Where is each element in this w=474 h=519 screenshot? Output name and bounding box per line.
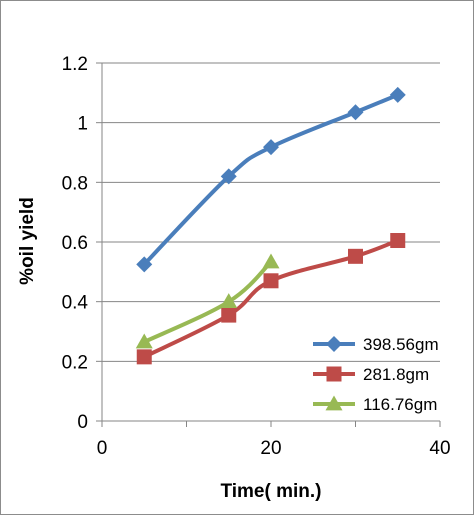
- series-1-point-3: [348, 248, 363, 264]
- legend-label-0: 398.56gm: [363, 335, 439, 354]
- gridlines: [102, 62, 440, 362]
- series-1-point-1: [221, 307, 237, 323]
- series-line-0: [142, 93, 399, 266]
- series-0-point-4: [389, 86, 406, 103]
- y-tick-label: 0.8: [62, 173, 88, 194]
- series-markers: [135, 86, 406, 365]
- legend-marker-0: [326, 336, 342, 352]
- series-2-point-1: [220, 293, 238, 309]
- legend-label-2: 116.76gm: [363, 395, 437, 414]
- y-tick-label: 0.2: [62, 352, 88, 373]
- series-2-point-0: [135, 333, 153, 349]
- y-tick-label: 0: [77, 412, 88, 433]
- y-axis-title: %oil yield: [17, 197, 38, 285]
- axes: [96, 62, 441, 427]
- series-0-point-1: [220, 168, 237, 185]
- y-tick-label: 1.2: [62, 54, 88, 75]
- y-tick-label: 0.4: [62, 293, 89, 314]
- x-tick-label: 20: [260, 438, 281, 459]
- series-0-point-3: [347, 104, 364, 121]
- legend-label-1: 281.8gm: [363, 365, 429, 384]
- series-0-point-0: [136, 256, 153, 273]
- x-tick-label: 0: [97, 438, 108, 459]
- x-tick-label: 40: [429, 438, 450, 459]
- series-0-point-2: [263, 139, 279, 156]
- series-2-point-2: [262, 253, 280, 269]
- series-lines: [142, 93, 399, 359]
- series-1-point-2: [263, 273, 279, 289]
- tick-labels: 0 0.2 0.4 0.6 0.8 1 1.2 0 20 40: [62, 54, 451, 459]
- legend: 398.56gm 281.8gm 116.76gm: [313, 335, 439, 414]
- legend-marker-1: [326, 366, 342, 382]
- legend-marker-2: [325, 395, 343, 411]
- x-axis-title: Time( min.): [221, 481, 322, 502]
- y-tick-label: 0.6: [62, 233, 88, 254]
- series-1-point-0: [136, 349, 152, 365]
- y-tick-label: 1: [77, 114, 88, 135]
- series-1-point-4: [390, 233, 406, 249]
